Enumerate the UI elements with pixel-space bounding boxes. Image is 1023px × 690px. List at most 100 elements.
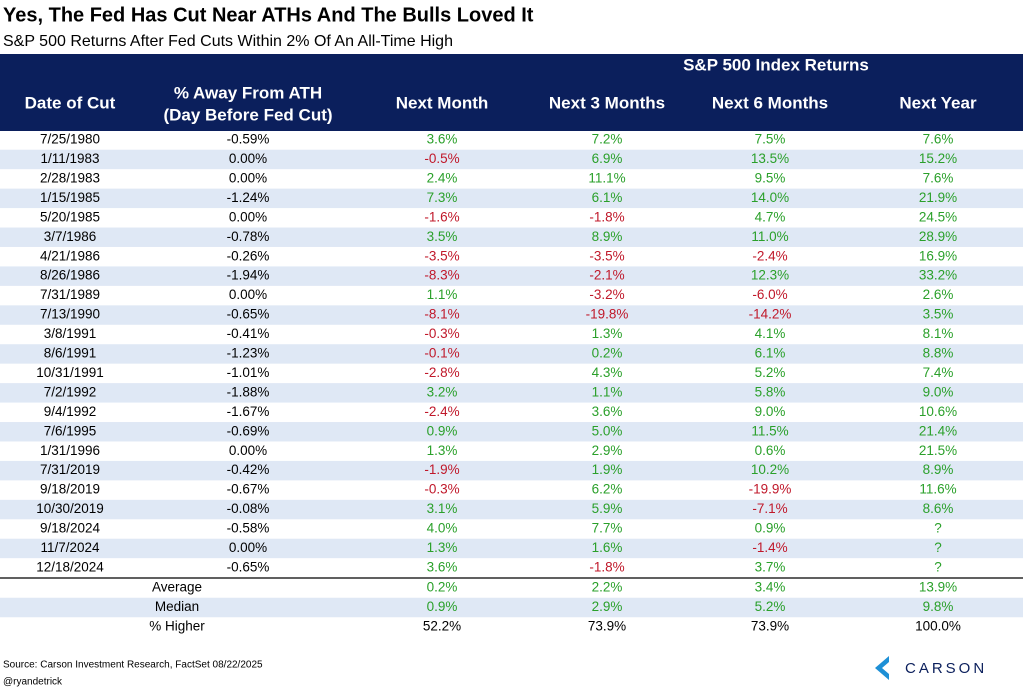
cell: 7.7% [592,521,623,536]
summary-cell: 52.2% [423,619,461,634]
cell: -3.5% [424,248,459,263]
cell: 4/21/1986 [40,248,100,263]
column-header: Next Month [396,93,489,112]
cell: 8/6/1991 [44,346,97,361]
cell: 1.3% [427,443,458,458]
cell: -1.9% [424,462,459,477]
cell: 11.5% [751,423,788,438]
cell: 9/18/2019 [40,482,100,497]
cell: 1/11/1983 [40,151,99,166]
row-stripe [0,344,1023,364]
cell: 6.1% [755,346,786,361]
cell: 7/13/1990 [40,307,100,322]
cell: -8.3% [424,268,459,283]
cell: 7.6% [923,132,954,147]
cell: -3.5% [589,248,624,263]
cell: -6.0% [752,287,787,302]
header-background [0,54,1023,131]
cell: -1.94% [227,268,270,283]
summary-cell: 100.0% [915,619,961,634]
row-stripe [0,188,1023,209]
cell: 8.6% [923,501,954,516]
cell: 5.8% [755,384,786,399]
logo: CARSON [875,656,987,680]
cell: 4.7% [755,209,786,224]
cell: 7/2/1992 [44,384,97,399]
cell: 0.2% [592,346,623,361]
cell: -19.9% [749,482,792,497]
cell: -2.4% [752,248,787,263]
logo-text: CARSON [905,660,987,677]
row-stripe [0,422,1023,442]
cell: 5.0% [592,423,623,438]
row-stripe [0,266,1023,286]
cell: -7.1% [752,501,787,516]
cell: 15.2% [919,151,957,166]
cell: 1/31/1996 [40,443,100,458]
cell: 9.5% [755,170,786,185]
cell: 3.7% [755,559,786,574]
column-header: Next 6 Months [712,93,828,112]
row-stripe [0,227,1023,247]
cell: 5.2% [755,365,786,380]
row-stripe [0,460,1023,481]
cell: 21.4% [919,423,957,438]
cell: 11/7/2024 [40,540,100,555]
cell: 4.1% [755,326,786,341]
title: Yes, The Fed Has Cut Near ATHs And The B… [3,4,534,26]
cell: 6.9% [592,151,623,166]
summary-cell: 9.8% [923,599,954,614]
cell: 2.6% [923,287,954,302]
summary-cell: 0.9% [427,599,458,614]
cell: 4.3% [592,365,623,380]
cell: -0.78% [227,229,270,244]
source: Source: Carson Investment Research, Fact… [3,660,263,671]
cell: -0.67% [227,482,270,497]
cell: 5/20/1985 [40,209,100,224]
cell: 11.1% [588,170,625,185]
cell: 7/6/1995 [44,423,97,438]
summary-cell: 0.2% [427,580,458,595]
cell: 0.00% [229,443,267,458]
cell: 0.00% [229,151,267,166]
cell: 1.1% [427,287,458,302]
cell: 3.5% [427,229,458,244]
column-header: Next Year [899,93,977,112]
cell: 9/4/1992 [44,404,97,419]
summary-label: Median [155,599,199,614]
cell: -3.2% [589,287,624,302]
cell: 8.8% [923,346,954,361]
cell: 1/15/1985 [40,190,100,205]
row-stripe [0,538,1023,559]
cell: 7.6% [923,170,954,185]
cell: 4.0% [427,521,458,536]
cell: 1.1% [592,384,623,399]
cell: 11.6% [919,482,956,497]
cell: 0.9% [427,423,458,438]
group-header: S&P 500 Index Returns [683,55,869,74]
cell: -0.65% [227,307,270,322]
summary-cell: 2.2% [592,580,623,595]
cell: ? [934,521,942,536]
cell: 8.9% [923,462,954,477]
cell: 2/28/1983 [40,170,100,185]
cell: 6.2% [592,482,623,497]
cell: -19.8% [586,307,629,322]
row-stripe [0,499,1023,520]
cell: -2.1% [589,268,624,283]
row-stripe [0,149,1023,170]
cell: -1.4% [752,540,787,555]
cell: 2.4% [427,170,458,185]
summary-cell: 5.2% [755,599,786,614]
cell: 7.4% [923,365,954,380]
cell: 7.5% [755,132,786,147]
cell: 7.2% [592,132,623,147]
cell: 11.0% [751,229,788,244]
cell: 1.6% [592,540,623,555]
cell: 12.3% [751,268,789,283]
cell: -0.3% [424,482,459,497]
cell: 7/31/1989 [40,287,100,302]
cell: 3.6% [427,132,458,147]
